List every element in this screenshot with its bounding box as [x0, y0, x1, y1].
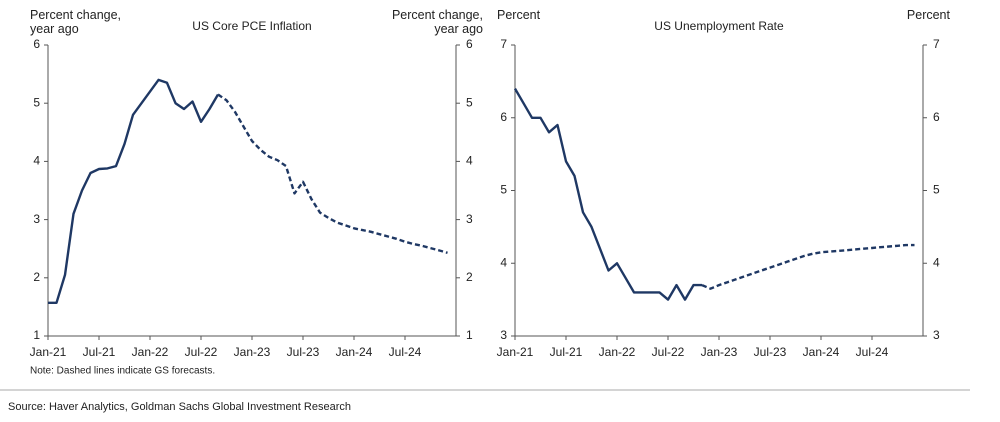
- y-tick-label: 1: [33, 328, 40, 342]
- y-tick-label: 3: [500, 328, 507, 342]
- y-tick-label: 4: [500, 255, 507, 269]
- x-tick-label: Jul-23: [287, 345, 320, 359]
- x-tick-label: Jan-22: [599, 345, 636, 359]
- y-tick-label: 5: [500, 183, 507, 197]
- x-tick-label: Jan-21: [30, 345, 67, 359]
- y2-tick-label: 6: [933, 110, 940, 124]
- y2-tick-label: 6: [466, 37, 473, 51]
- y2-tick-label: 1: [466, 328, 473, 342]
- chart-title: US Core PCE Inflation: [192, 19, 311, 33]
- y-axis-label: Percent change, year ago: [30, 8, 122, 36]
- y2-tick-label: 4: [466, 154, 473, 168]
- y2-tick-label: 2: [466, 270, 473, 284]
- x-tick-label: Jul-21: [83, 345, 116, 359]
- y-axis-label: Percent: [497, 8, 541, 22]
- x-tick-label: Jan-22: [132, 345, 169, 359]
- y-tick-label: 7: [500, 37, 507, 51]
- x-tick-label: Jul-22: [185, 345, 218, 359]
- line: [48, 78, 220, 304]
- y2-tick-label: 3: [933, 328, 940, 342]
- x-tick-label: Jul-23: [754, 345, 787, 359]
- x-tick-label: Jul-21: [550, 345, 583, 359]
- x-tick-label: Jul-24: [856, 345, 889, 359]
- line: [217, 93, 448, 254]
- x-tick-label: Jan-23: [701, 345, 738, 359]
- x-tick-label: Jan-21: [497, 345, 534, 359]
- x-tick-label: Jan-24: [336, 345, 373, 359]
- y-tick-label: 4: [33, 154, 40, 168]
- y2-tick-label: 4: [933, 255, 940, 269]
- source: Source: Haver Analytics, Goldman Sachs G…: [8, 401, 351, 413]
- line: [701, 243, 915, 290]
- line: [513, 87, 702, 301]
- y-tick-label: 6: [33, 37, 40, 51]
- y2-axis-label: Percent change, year ago: [391, 8, 483, 36]
- y-tick-label: 3: [33, 212, 40, 226]
- y2-axis-label: Percent: [906, 8, 950, 22]
- chart-title: US Unemployment Rate: [654, 19, 784, 33]
- note: Note: Dashed lines indicate GS forecasts…: [30, 366, 215, 377]
- x-tick-label: Jan-23: [234, 345, 271, 359]
- y-tick-label: 5: [33, 95, 40, 109]
- y2-tick-label: 5: [466, 95, 473, 109]
- x-tick-label: Jul-24: [389, 345, 422, 359]
- y2-tick-label: 7: [933, 37, 940, 51]
- x-tick-label: Jan-24: [803, 345, 840, 359]
- x-tick-label: Jul-22: [652, 345, 685, 359]
- y2-tick-label: 5: [933, 183, 940, 197]
- y-tick-label: 6: [500, 110, 507, 124]
- y2-tick-label: 3: [466, 212, 473, 226]
- y-tick-label: 2: [33, 270, 40, 284]
